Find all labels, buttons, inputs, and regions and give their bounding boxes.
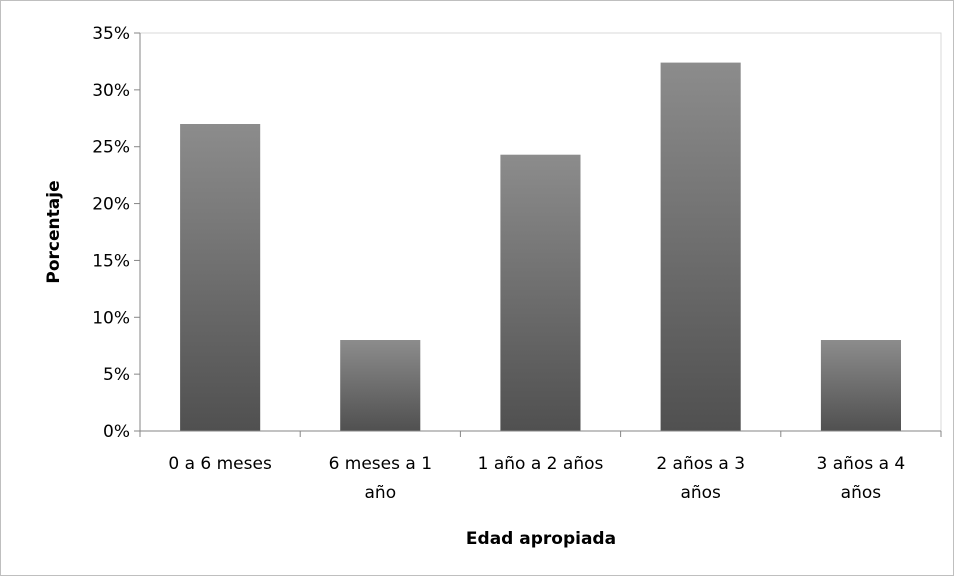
y-tick-label: 5% xyxy=(103,365,130,385)
x-tick-label: año xyxy=(365,483,397,503)
bar xyxy=(340,340,421,431)
y-tick-label: 20% xyxy=(92,195,130,215)
x-tick-label: años xyxy=(680,483,721,503)
x-tick-label: 2 años a 3 xyxy=(656,454,745,474)
bars-group xyxy=(180,62,901,431)
x-axis-title: Edad apropiada xyxy=(466,529,616,549)
y-tick-labels: 0% 5% 10% 15% 20% 25% 30% 35% xyxy=(92,24,130,442)
bar xyxy=(660,62,741,431)
y-tick-label: 0% xyxy=(103,422,130,442)
y-tick-label: 30% xyxy=(92,81,130,101)
x-tick-label: 1 año a 2 años xyxy=(478,454,604,474)
x-tick-labels: 0 a 6 meses 6 meses a 1 año 1 año a 2 años 2… xyxy=(168,454,905,503)
bar xyxy=(500,154,581,431)
y-tick-label: 35% xyxy=(92,24,130,44)
bar xyxy=(180,124,261,431)
axes-group xyxy=(134,32,942,437)
x-tick-label: 0 a 6 meses xyxy=(168,454,272,474)
y-tick-label: 25% xyxy=(92,138,130,158)
x-tick-label: años xyxy=(841,483,882,503)
bar xyxy=(820,340,901,431)
y-tick-label: 10% xyxy=(92,308,130,328)
y-tick-label: 15% xyxy=(92,251,130,271)
y-axis-title: Porcentaje xyxy=(44,180,64,283)
x-tick-label: 3 años a 4 xyxy=(817,454,906,474)
x-tick-label: 6 meses a 1 xyxy=(329,454,432,474)
